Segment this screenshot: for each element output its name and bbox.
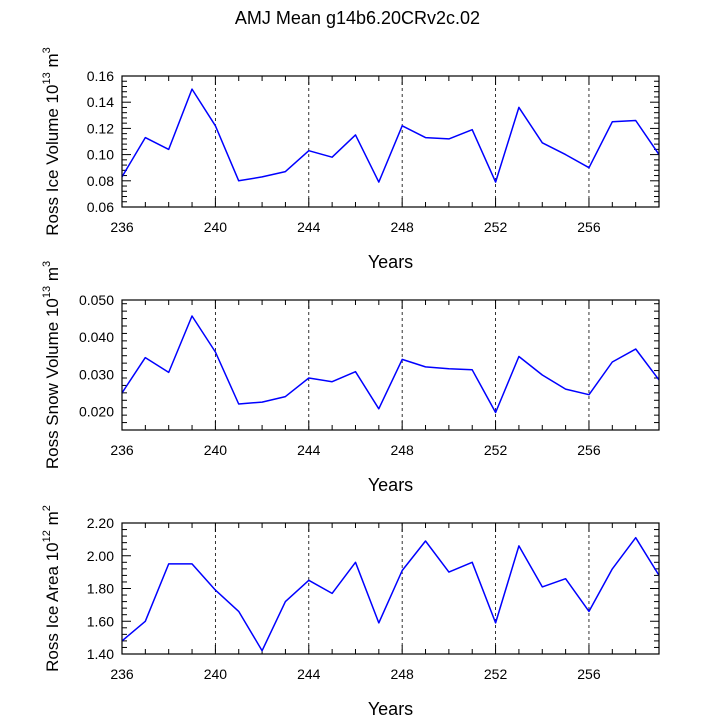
x-tick-label: 248 bbox=[390, 666, 414, 682]
y-axis-label: Ross Snow Volume 1013 m3 bbox=[41, 261, 62, 469]
y-tick-label: 0.040 bbox=[79, 329, 114, 345]
y-label-unit: m bbox=[43, 267, 62, 286]
y-tick-label: 0.14 bbox=[87, 94, 114, 110]
series-line bbox=[121, 88, 660, 183]
y-tick-label: 0.050 bbox=[79, 292, 114, 308]
panel-3: 236 240 244 248 252 256 1.40 1.60 1.80 2.00 2.20 Ye… bbox=[41, 505, 660, 715]
x-axis-label: Years bbox=[368, 252, 413, 272]
y-label-text: Ross Ice Area 10 bbox=[43, 542, 62, 671]
plot-frame bbox=[121, 299, 660, 431]
panel-1: 236 240 244 248 252 256 0.06 0.08 0.10 0.12 0.14 0.… bbox=[41, 47, 660, 272]
series-line bbox=[121, 536, 660, 652]
plot-frame bbox=[121, 522, 660, 655]
y-axis-label: Ross Ice Area 1012 m2 bbox=[41, 505, 62, 672]
x-tick-label: 252 bbox=[484, 219, 508, 235]
y-tick-label: 1.40 bbox=[87, 646, 114, 662]
x-tick-label: 244 bbox=[297, 666, 321, 682]
x-tick-label: 256 bbox=[577, 666, 601, 682]
y-label-unit: m bbox=[43, 53, 62, 72]
y-label-exponent: 13 bbox=[41, 72, 53, 84]
x-tick-label: 248 bbox=[390, 442, 414, 458]
plot-frame bbox=[121, 75, 660, 208]
y-tick-label: 0.10 bbox=[87, 147, 114, 163]
x-axis-label: Years bbox=[368, 475, 413, 495]
y-label-unit: m bbox=[43, 511, 62, 530]
x-tick-label: 240 bbox=[204, 666, 228, 682]
x-axis-label: Years bbox=[368, 699, 413, 715]
y-tick-label: 0.12 bbox=[87, 120, 114, 136]
y-label-unit-exponent: 2 bbox=[41, 505, 53, 511]
x-tick-label: 236 bbox=[110, 666, 134, 682]
x-tick-label: 244 bbox=[297, 442, 321, 458]
panel-2: 236 240 244 248 252 256 0.020 0.030 0.040 0.050 Ye… bbox=[41, 261, 660, 495]
y-label-unit-exponent: 3 bbox=[41, 47, 53, 53]
y-tick-label: 0.020 bbox=[79, 403, 114, 419]
y-label-unit-exponent: 3 bbox=[41, 261, 53, 267]
y-tick-label: 0.08 bbox=[87, 173, 114, 189]
x-tick-label: 236 bbox=[110, 219, 134, 235]
y-tick-label: 0.16 bbox=[87, 68, 114, 84]
y-label-exponent: 12 bbox=[41, 530, 53, 542]
y-tick-label: 2.20 bbox=[87, 515, 114, 531]
x-tick-label: 252 bbox=[484, 666, 508, 682]
y-label-text: Ross Snow Volume 10 bbox=[43, 298, 62, 469]
chart-title: AMJ Mean g14b6.20CRv2c.02 bbox=[234, 8, 481, 28]
y-tick-label: 0.06 bbox=[87, 199, 114, 215]
x-tick-label: 256 bbox=[577, 442, 601, 458]
y-label-text: Ross Ice Volume 10 bbox=[43, 85, 62, 236]
y-label-exponent: 13 bbox=[41, 286, 53, 298]
x-tick-label: 244 bbox=[297, 219, 321, 235]
x-tick-label: 240 bbox=[204, 442, 228, 458]
y-axis-label: Ross Ice Volume 1013 m3 bbox=[41, 47, 62, 235]
x-tick-label: 252 bbox=[484, 442, 508, 458]
y-tick-label: 2.00 bbox=[87, 548, 114, 564]
x-tick-label: 236 bbox=[110, 442, 134, 458]
series-line bbox=[121, 315, 660, 414]
x-tick-label: 240 bbox=[204, 219, 228, 235]
y-tick-label: 1.60 bbox=[87, 613, 114, 629]
y-tick-label: 1.80 bbox=[87, 581, 114, 597]
x-tick-label: 256 bbox=[577, 219, 601, 235]
x-tick-label: 248 bbox=[390, 219, 414, 235]
y-tick-label: 0.030 bbox=[79, 366, 114, 382]
